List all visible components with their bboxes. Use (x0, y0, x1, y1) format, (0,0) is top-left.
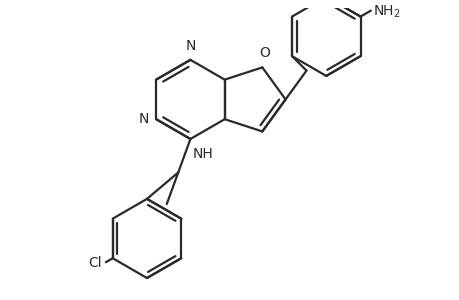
Text: NH: NH (192, 147, 213, 161)
Text: Cl: Cl (88, 256, 102, 270)
Text: N: N (185, 39, 195, 53)
Text: NH$_2$: NH$_2$ (372, 3, 400, 20)
Text: O: O (258, 46, 269, 60)
Text: N: N (138, 112, 149, 126)
